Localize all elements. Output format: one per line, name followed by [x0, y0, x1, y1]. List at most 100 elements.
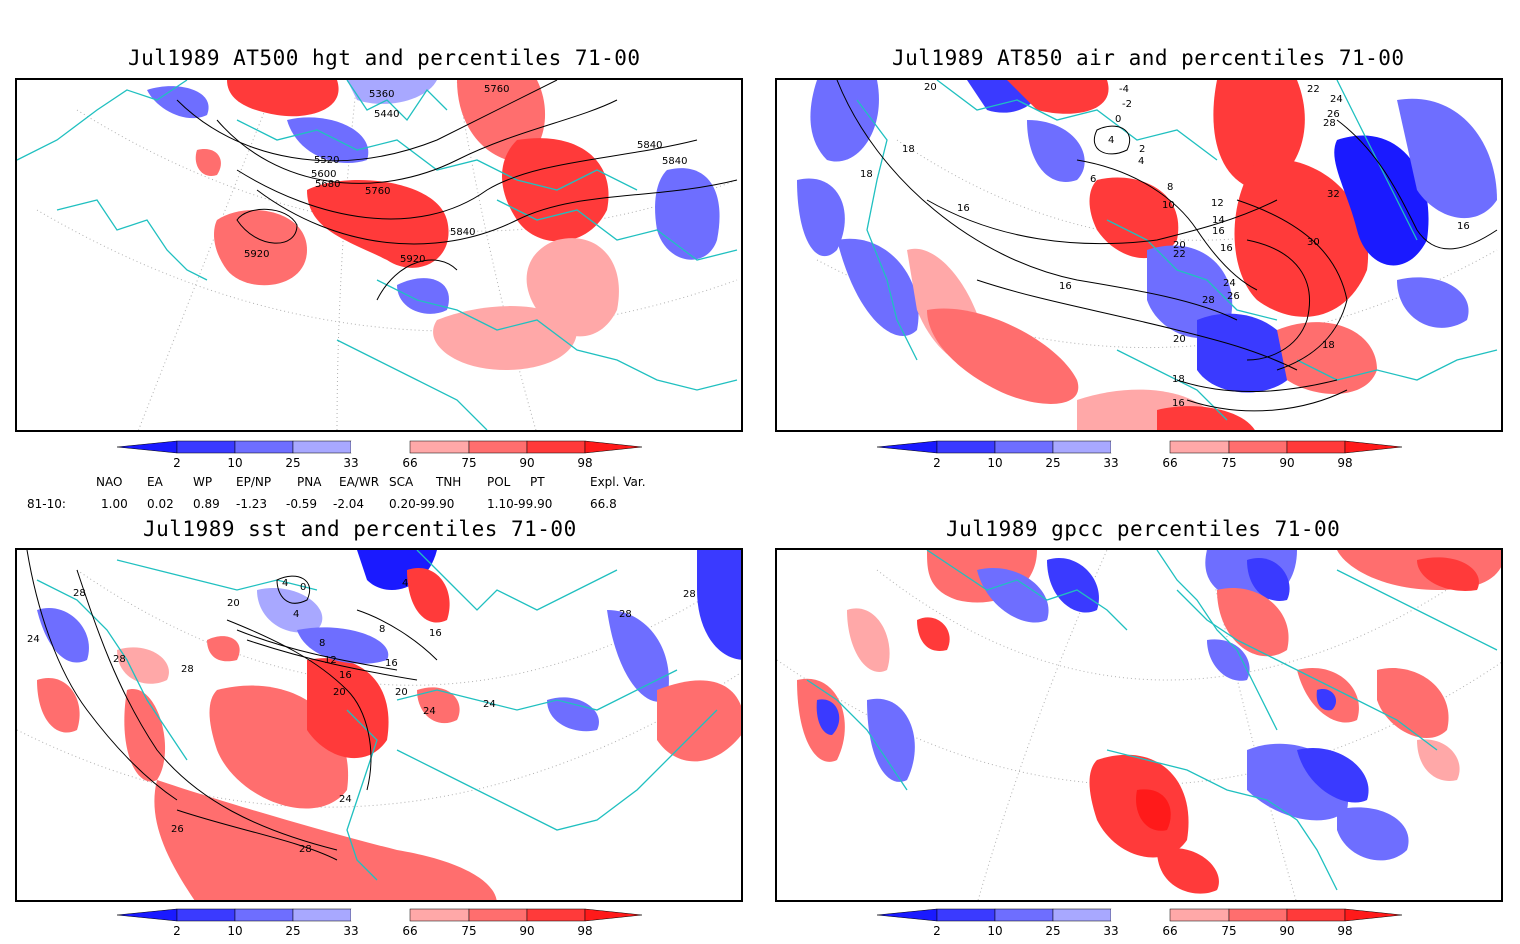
contour-label: 2: [1139, 144, 1145, 155]
panel-title-hgt500: Jul1989 AT500 hgt and percentiles 71-00: [128, 46, 641, 70]
colorbar-swatch: [584, 908, 642, 922]
contour-label: 20: [227, 598, 240, 609]
colorbar-tick-label: 33: [1103, 924, 1119, 938]
percentile-shading: [37, 550, 741, 900]
colorbar-swatch: [1286, 908, 1346, 922]
tele-value: 0.02: [147, 497, 174, 511]
colorbar-swatch-neutral: [351, 441, 410, 453]
contour-label: 18: [1172, 374, 1185, 385]
colorbar-swatches: [117, 440, 642, 454]
contour-label: 28: [683, 589, 696, 600]
contour-label: 5920: [400, 254, 425, 265]
colorbar-air850: 2 10 25 33 66 75 90 98: [877, 440, 1402, 476]
panel-title-sst: Jul1989 sst and percentiles 71-00: [143, 517, 577, 541]
contour-label: 26: [171, 824, 184, 835]
tele-header: EP/NP: [236, 475, 272, 489]
tele-value: -1.23: [236, 497, 268, 511]
contour-label: -4: [1119, 84, 1129, 95]
map-air850: 20 -4 -2 0 4 2 4 6 8 10 12 14 16 18 18 1…: [777, 80, 1501, 430]
map-panel-sst: 28 24 28 28 20 4 0 4 8 12 16 16 20 20 24…: [15, 548, 743, 902]
contour-label: 28: [113, 654, 126, 665]
tele-header: EA/WR: [339, 475, 380, 489]
contour-label: 5600: [311, 169, 336, 180]
tele-row-label: 81-10:: [27, 497, 66, 511]
contour-label: 18: [902, 144, 915, 155]
contour-label: 26: [1327, 109, 1340, 120]
colorbar-tick-label: 98: [1337, 456, 1353, 470]
tele-header: Expl. Var.: [590, 475, 646, 489]
colorbar-tick-label: 90: [1279, 456, 1295, 470]
colorbar-swatch-neutral: [351, 909, 410, 921]
colorbar-tick-label: 75: [461, 924, 477, 938]
tele-value: 66.8: [590, 497, 617, 511]
contour-label: 16: [1212, 226, 1225, 237]
colorbar-tick-label: 75: [1221, 924, 1237, 938]
contour-labels: 28 24 28 28 20 4 0 4 8 12 16 16 20 20 24…: [27, 578, 696, 855]
colorbar-swatch: [936, 440, 996, 454]
contour-labels: 20 -4 -2 0 4 2 4 6 8 10 12 14 16 18 18 1…: [860, 82, 1470, 409]
colorbar-tick-label: 10: [987, 924, 1003, 938]
map-panel-air850: 20 -4 -2 0 4 2 4 6 8 10 12 14 16 18 18 1…: [775, 78, 1503, 432]
coastlines: [36, 550, 718, 881]
contour-label: 30: [1307, 237, 1320, 248]
map-sst: 28 24 28 28 20 4 0 4 8 12 16 16 20 20 24…: [17, 550, 741, 900]
map-hgt500: 5360 5440 5520 5600 5680 5760 5760 5840 …: [17, 80, 738, 430]
contour-label: 24: [27, 634, 40, 645]
colorbar-swatch-neutral: [1111, 441, 1170, 453]
colorbar-swatch: [526, 908, 586, 922]
contour-label: 5840: [637, 140, 662, 151]
contour-label: 10: [1162, 200, 1175, 211]
contour-label: 0: [1115, 114, 1121, 125]
colorbar-swatch: [994, 440, 1054, 454]
percentile-shading: [147, 80, 720, 370]
tele-header: PT: [530, 475, 545, 489]
tele-header: SCA: [389, 475, 414, 489]
colorbar-tick-label: 10: [227, 456, 243, 470]
contour-label: 28: [1323, 118, 1336, 129]
colorbar-tick-label: 10: [227, 924, 243, 938]
contour-label: 4: [1138, 156, 1144, 167]
colorbar-tick-label: 10: [987, 456, 1003, 470]
colorbar-tick-label: 98: [1337, 924, 1353, 938]
contour-label: 28: [181, 664, 194, 675]
sst-contours: [26, 550, 438, 861]
contour-label: 4: [402, 578, 408, 589]
contour-label: 4: [293, 609, 299, 620]
contour-label: 12: [1211, 198, 1224, 209]
colorbar-swatch: [468, 440, 528, 454]
contour-label: 20: [1173, 334, 1186, 345]
contour-label: 20: [924, 82, 937, 93]
height-contours: [176, 80, 738, 301]
tele-header: TNH: [436, 475, 462, 489]
contour-label: 22: [1307, 84, 1320, 95]
colorbar-hgt500: 2 10 25 33 66 75 90 98: [117, 440, 642, 476]
contour-label: 16: [339, 670, 352, 681]
contour-label: 16: [1457, 221, 1470, 232]
contour-label: 16: [429, 628, 442, 639]
tele-header: EA: [147, 475, 163, 489]
contour-label: 5840: [450, 227, 475, 238]
colorbar-swatch: [1344, 908, 1402, 922]
tele-value: 1.10-99.90: [487, 497, 553, 511]
contour-label: 18: [860, 169, 873, 180]
contour-label: 20: [395, 687, 408, 698]
colorbar-swatch: [1052, 440, 1112, 454]
colorbar-swatches: [877, 440, 1402, 454]
panel-title-gpcc: Jul1989 gpcc percentiles 71-00: [946, 517, 1341, 541]
colorbar-tick-label: 90: [519, 924, 535, 938]
contour-label: 5760: [365, 186, 390, 197]
colorbar-swatch: [584, 440, 642, 454]
colorbar-sst: 2 10 25 33 66 75 90 98: [117, 908, 642, 944]
colorbar-tick-label: 66: [402, 456, 418, 470]
temperature-contours: [836, 80, 1498, 412]
colorbar-swatch: [117, 440, 178, 454]
colorbar-tick-label: 2: [173, 456, 181, 470]
colorbar-tick-label: 2: [173, 924, 181, 938]
colorbar-tick-label: 66: [402, 924, 418, 938]
contour-label: 0: [300, 582, 306, 593]
colorbar-tick-label: 33: [343, 924, 359, 938]
contour-label: 16: [1172, 398, 1185, 409]
colorbar-swatch: [1344, 440, 1402, 454]
colorbar-swatch: [292, 440, 352, 454]
contour-label: 16: [957, 203, 970, 214]
